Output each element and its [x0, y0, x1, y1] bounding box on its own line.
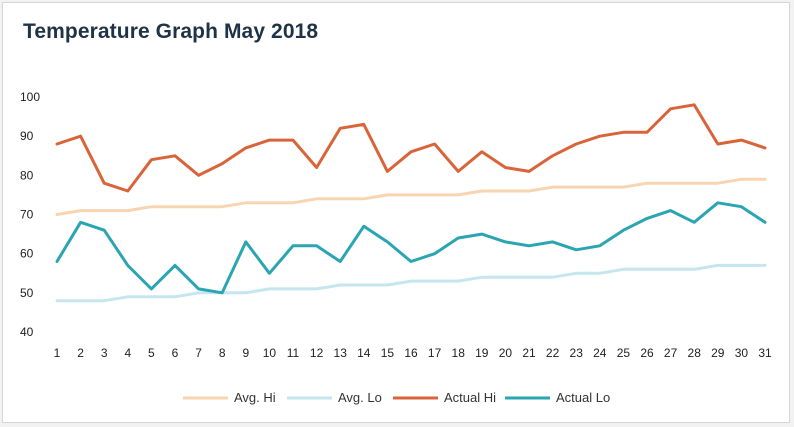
x-tick-label: 31	[758, 346, 772, 360]
y-tick-label: 50	[20, 286, 34, 300]
legend-label-avg-hi: Avg. Hi	[234, 390, 276, 405]
y-tick-label: 90	[20, 129, 34, 143]
x-tick-label: 11	[287, 346, 300, 360]
y-tick-label: 60	[20, 247, 34, 261]
series-line-avg-lo	[55, 263, 767, 303]
x-tick-label: 18	[452, 346, 466, 360]
x-tick-label: 26	[640, 346, 654, 360]
x-tick-label: 20	[499, 346, 513, 360]
legend-label-actual-hi: Actual Hi	[444, 390, 496, 405]
series-line-actual-hi	[55, 103, 767, 193]
x-tick-label: 1	[54, 346, 61, 360]
x-tick-label: 24	[593, 346, 607, 360]
x-tick-label: 10	[263, 346, 277, 360]
plot-lines	[55, 103, 767, 303]
x-tick-label: 8	[219, 346, 226, 360]
x-tick-label: 22	[546, 346, 560, 360]
x-tick-label: 6	[172, 346, 179, 360]
x-tick-label: 13	[334, 346, 348, 360]
x-tick-label: 3	[101, 346, 108, 360]
x-tick-label: 7	[195, 346, 202, 360]
x-tick-label: 9	[242, 346, 249, 360]
x-tick-label: 17	[428, 346, 442, 360]
x-tick-label: 19	[475, 346, 489, 360]
y-tick-label: 40	[20, 325, 34, 339]
x-tick-label: 29	[711, 346, 725, 360]
x-axis: 1 2 3 4 5 6 7 8 9 10 11 12 13 14 15 16 17 18 19 20 21 22 23 24 2…	[54, 346, 772, 360]
y-tick-label: 80	[20, 168, 34, 182]
y-axis: 40 50 60 70 80 90 100	[20, 90, 40, 339]
chart-title: Temperature Graph May 2018	[23, 20, 319, 43]
x-tick-label: 4	[124, 346, 131, 360]
x-tick-label: 2	[77, 346, 84, 360]
x-tick-label: 28	[688, 346, 702, 360]
legend-label-actual-lo: Actual Lo	[556, 390, 610, 405]
x-tick-label: 16	[404, 346, 418, 360]
legend-label-avg-lo: Avg. Lo	[338, 390, 382, 405]
x-tick-label: 25	[617, 346, 631, 360]
x-tick-label: 15	[381, 346, 395, 360]
x-tick-label: 21	[522, 346, 536, 360]
x-tick-label: 5	[148, 346, 155, 360]
x-tick-label: 30	[735, 346, 749, 360]
series-line-avg-hi	[55, 177, 767, 216]
x-tick-label: 27	[664, 346, 678, 360]
series-line-actual-lo	[55, 201, 767, 295]
legend: Avg. Hi Avg. Lo Actual Hi Actual Lo	[183, 390, 610, 405]
x-tick-label: 23	[570, 346, 584, 360]
y-tick-label: 100	[20, 90, 40, 104]
x-tick-label: 12	[310, 346, 324, 360]
x-tick-label: 14	[357, 346, 371, 360]
chart-card: Temperature Graph May 2018	[2, 2, 790, 423]
y-tick-label: 70	[20, 208, 34, 222]
